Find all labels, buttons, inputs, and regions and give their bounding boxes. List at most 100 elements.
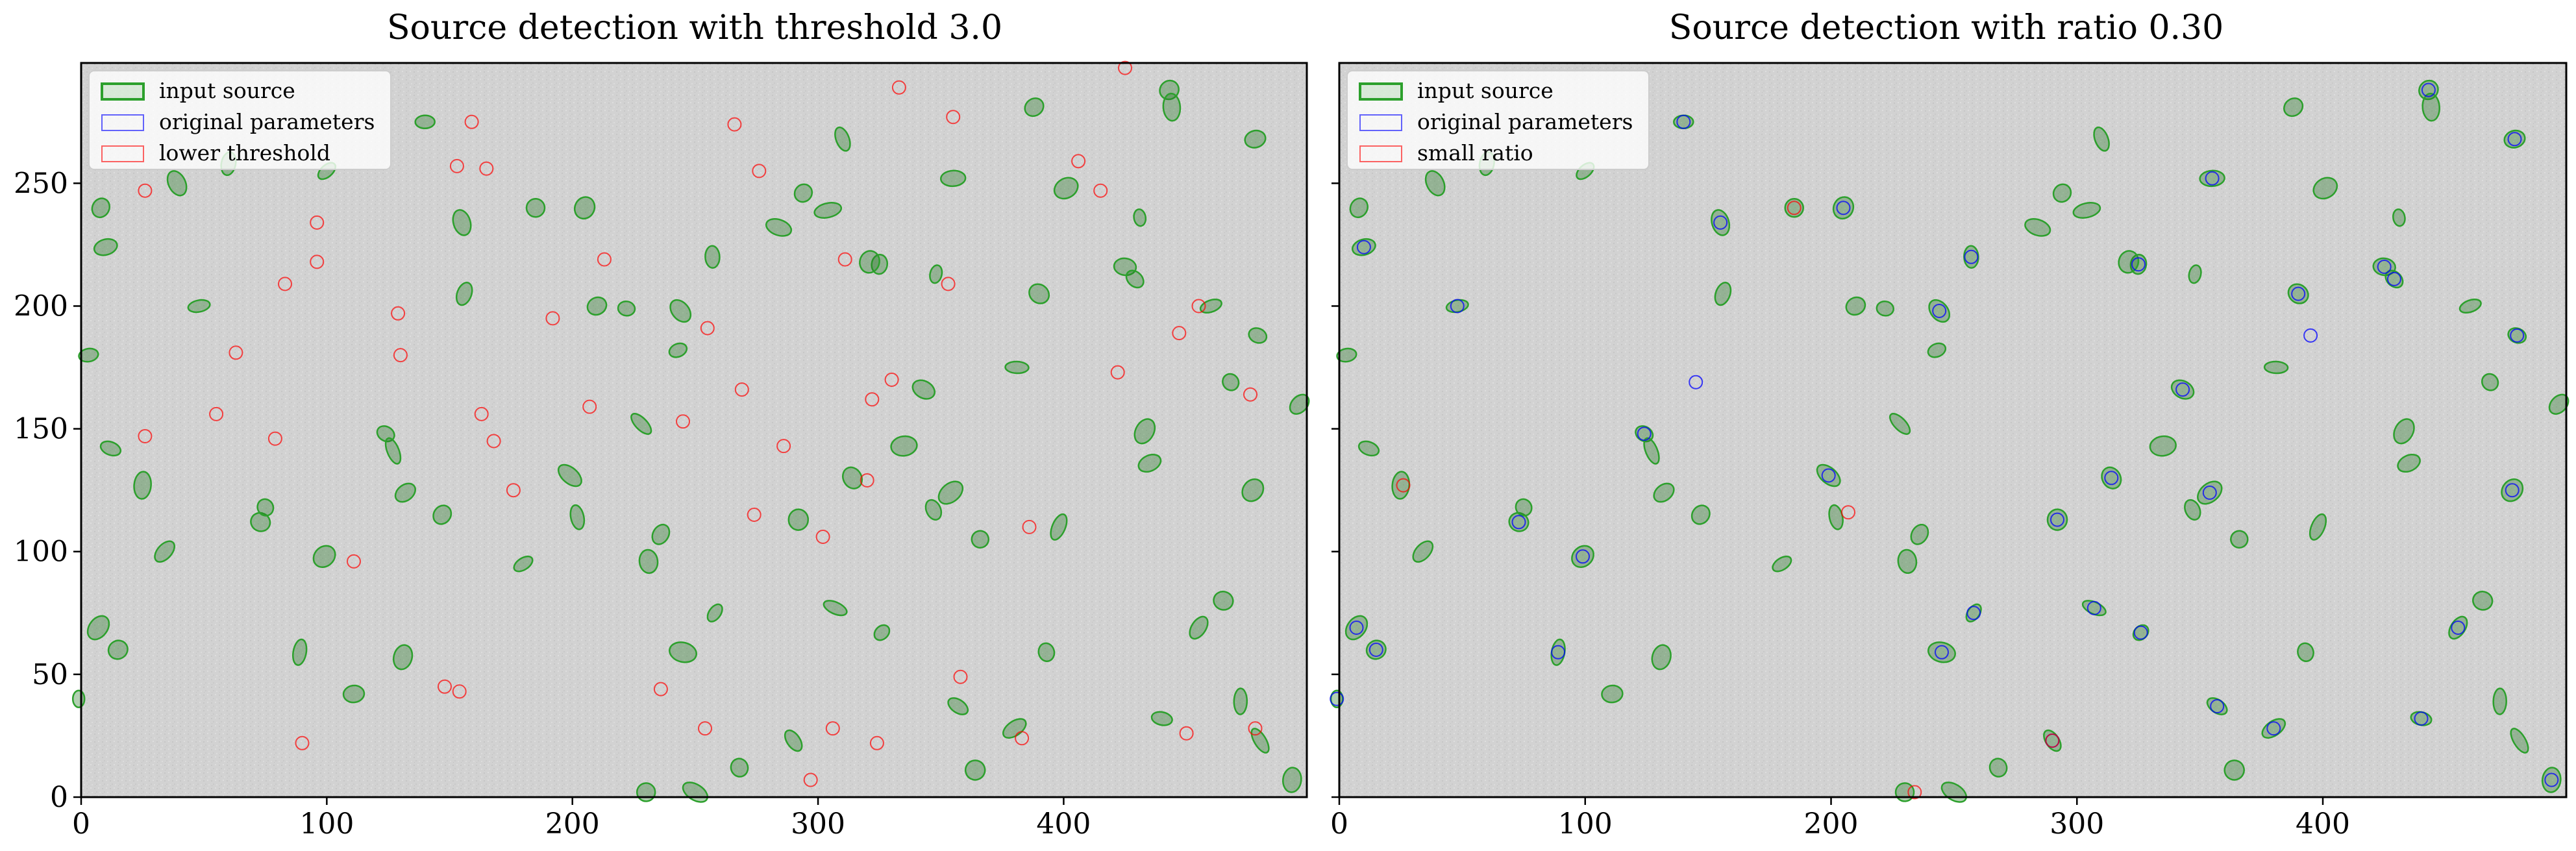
input-source-marker — [1244, 129, 1267, 149]
input-source-marker — [1133, 418, 1156, 445]
input-source-marker — [1965, 603, 1982, 623]
input-source-marker — [1150, 711, 1173, 726]
x-tick-label: 100 — [1558, 808, 1613, 841]
detection-marker — [869, 735, 884, 750]
input-source-marker — [947, 697, 969, 715]
input-source-marker — [813, 202, 843, 219]
input-source-marker — [1816, 463, 1841, 487]
input-source-marker — [2052, 183, 2072, 203]
plot-area — [1339, 63, 2566, 797]
detection-marker — [452, 684, 467, 699]
input-source-marker — [873, 624, 891, 641]
input-source-marker — [187, 299, 211, 314]
detection-marker — [698, 721, 712, 736]
detection-marker — [1841, 505, 1855, 520]
input-source-marker — [1002, 718, 1027, 739]
input-source-marker — [2421, 92, 2441, 122]
input-source-marker — [937, 480, 964, 505]
original-parameters-marker — [1356, 240, 1371, 254]
input-source-marker — [1241, 478, 1265, 502]
detection-marker — [597, 252, 612, 267]
detection-marker — [582, 399, 597, 414]
original-parameters-marker — [1932, 304, 1947, 318]
input-source-marker — [823, 600, 848, 617]
input-source-marker — [636, 782, 656, 802]
input-source-marker — [1133, 208, 1147, 227]
input-source-marker — [841, 466, 863, 489]
input-source-marker — [1653, 482, 1675, 503]
input-source-marker — [107, 639, 129, 660]
detection-marker — [1071, 154, 1086, 169]
original-parameters-marker — [1935, 645, 1949, 660]
chart-title: Source detection with ratio 0.30 — [1669, 8, 2223, 47]
detection-marker — [438, 679, 452, 694]
detection-marker — [734, 382, 749, 397]
original-parameters-marker — [2451, 621, 2466, 635]
input-source-marker — [2263, 360, 2289, 375]
legend-label: small ratio — [1417, 140, 1533, 166]
input-source-marker — [651, 523, 671, 545]
input-source-marker — [787, 508, 810, 531]
original-parameters-marker — [1551, 645, 1566, 660]
legend-swatch — [101, 82, 145, 101]
detection-marker — [700, 321, 715, 336]
detection-marker — [1248, 721, 1263, 736]
panel-threshold: Source detection with threshold 3.0 0 100… — [14, 8, 1310, 841]
input-source-marker — [939, 169, 967, 188]
input-source-marker — [1137, 454, 1162, 473]
input-source-marker — [669, 299, 692, 323]
axis-ticks: 0 100 200 300 400 — [1330, 182, 2350, 841]
original-parameters-marker — [1511, 515, 1526, 530]
input-source-marker — [1344, 615, 1368, 641]
input-source-marker — [638, 549, 659, 574]
input-source-marker — [2392, 208, 2406, 227]
input-source-marker — [2024, 218, 2051, 237]
input-source-marker — [99, 440, 122, 457]
original-parameters-marker — [2202, 486, 2217, 500]
detection-marker — [1243, 387, 1257, 402]
legend-box — [1346, 70, 1650, 170]
detection-marker — [209, 406, 224, 421]
input-source-marker — [2118, 250, 2140, 274]
legend-label: input source — [159, 78, 295, 103]
input-source-marker — [86, 615, 110, 641]
legend-swatch — [1359, 114, 1402, 131]
original-parameters-marker — [1450, 299, 1465, 314]
input-source-marker — [924, 499, 943, 521]
x-tick-label: 300 — [791, 808, 845, 841]
input-source-marker — [2149, 435, 2177, 457]
original-parameters-marker — [2291, 286, 2306, 301]
input-source-marker — [2093, 126, 2110, 152]
original-parameters-marker — [2266, 721, 2281, 736]
y-tick-label: 100 — [14, 536, 68, 569]
detection-marker — [295, 735, 310, 750]
original-parameters-marker — [2303, 328, 2318, 343]
input-source-marker — [2510, 728, 2529, 754]
input-source-marker — [2481, 373, 2499, 391]
input-source-marker — [1233, 687, 1248, 715]
original-parameters-marker — [2414, 711, 2429, 726]
input-source-marker — [452, 209, 472, 236]
legend-box — [88, 70, 391, 170]
input-source-marker — [929, 264, 943, 284]
y-tick-label: 200 — [14, 290, 68, 323]
input-source-marker — [1927, 641, 1956, 663]
input-source-marker — [312, 545, 336, 569]
input-source-marker — [1889, 413, 1911, 435]
legend-swatch — [101, 114, 144, 131]
legend: input source original parameters small rat… — [1346, 70, 1650, 170]
input-source-marker — [2501, 478, 2524, 502]
plot-frame — [1338, 62, 2568, 798]
input-source-marker — [1876, 300, 1895, 317]
plot-area — [81, 63, 1307, 797]
original-parameters-marker — [2386, 271, 2401, 286]
legend-label: lower threshold — [159, 140, 330, 166]
input-source-marker — [557, 463, 582, 487]
input-source-marker — [1601, 684, 1624, 704]
detection-marker — [347, 554, 361, 569]
detection-marker — [837, 252, 852, 267]
input-source-marker — [2492, 687, 2507, 715]
input-source-marker — [1336, 347, 1357, 363]
